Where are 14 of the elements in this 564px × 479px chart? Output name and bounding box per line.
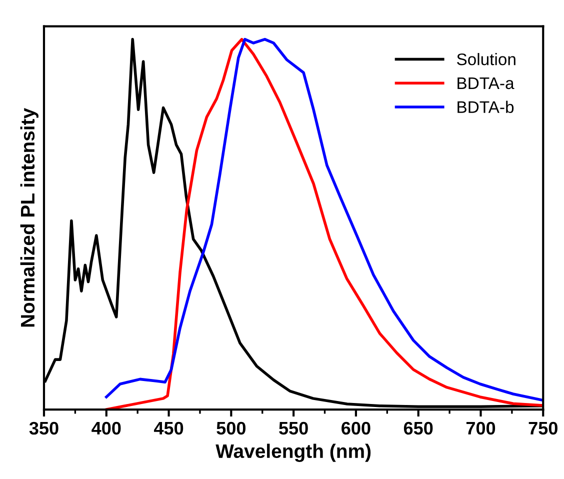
x-tick-label: 450 <box>154 422 184 435</box>
x-tick-label: 350 <box>29 422 58 435</box>
x-tick-label: 400 <box>92 422 121 435</box>
x-tick-label: 750 <box>528 422 558 435</box>
x-tick-label: 700 <box>466 422 496 435</box>
x-tick-label: 550 <box>279 422 308 435</box>
y-axis-title: Normalized PL intensity <box>20 108 38 327</box>
x-tick-label: 600 <box>342 422 370 435</box>
x-axis-title: Wavelength (nm) <box>216 444 371 462</box>
legend-label: BDTA-b <box>458 100 514 113</box>
x-tick-label: 650 <box>404 422 433 435</box>
legend-label: BDTA-a <box>458 77 514 90</box>
x-tick-label: 500 <box>216 422 246 435</box>
legend-label: Solution <box>456 53 516 66</box>
